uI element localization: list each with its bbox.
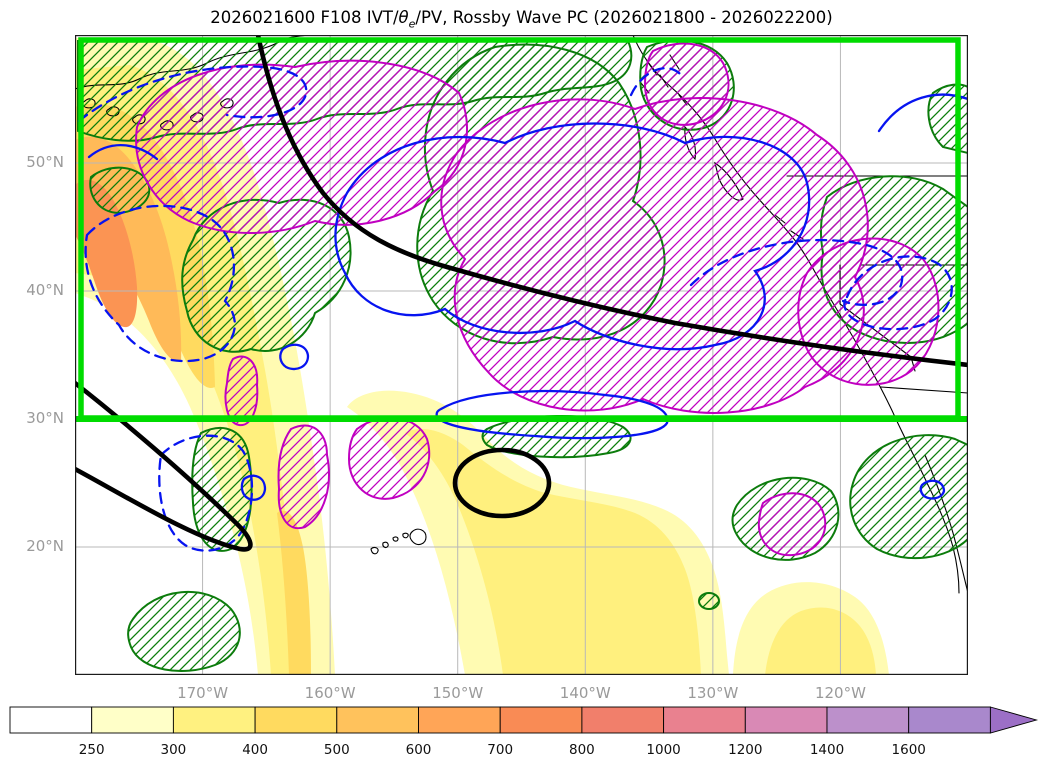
green-hatch-layer-path xyxy=(127,590,241,672)
colorbar-tick-label: 1000 xyxy=(646,742,680,758)
colorbar-tick-label: 300 xyxy=(161,742,187,758)
green-hatch-layer-path xyxy=(89,166,151,215)
colorbar-segment xyxy=(91,706,174,734)
x-tick-label: 130°W xyxy=(687,684,739,702)
magenta-hatch-layer-path xyxy=(277,424,330,530)
blue-dashed-contour-layer-path xyxy=(77,65,308,123)
colorbar-segment xyxy=(254,706,338,734)
colorbar-segment xyxy=(172,706,256,734)
magenta-hatch-layer-path xyxy=(797,237,940,386)
colorbar: 250 300 400 500 600 700 800 1000 1200 1400 1600 xyxy=(9,706,1039,758)
colorbar-segment xyxy=(418,706,501,734)
colorbar-tick-label: 250 xyxy=(79,742,105,758)
y-tick-label: 20°N xyxy=(26,537,64,555)
rossby-pc-highlight-box xyxy=(75,37,968,422)
y-tick-label: 50°N xyxy=(26,153,64,171)
y-tick-label: 30°N xyxy=(26,409,64,427)
y-tick-label: 40°N xyxy=(26,281,64,299)
colorbar-tick-label: 1400 xyxy=(810,742,844,758)
green-hatch-layer-path xyxy=(849,434,968,560)
magenta-hatch-layer-path xyxy=(440,96,869,414)
x-tick-label: 120°W xyxy=(814,684,866,702)
title-theta-subscript: e xyxy=(408,17,416,31)
ivt-shading-layer-path xyxy=(75,179,138,328)
title-prefix: 2026021600 F108 IVT/ xyxy=(210,8,399,27)
colorbar-segment xyxy=(9,706,93,734)
blue-contour-layer-path xyxy=(279,343,310,371)
colorbar-tick-label: 600 xyxy=(406,742,432,758)
colorbar-tick-label: 1200 xyxy=(728,742,762,758)
colorbar-tick-label: 400 xyxy=(242,742,268,758)
black-contour-layer xyxy=(75,35,968,552)
map-canvas xyxy=(75,35,968,675)
colorbar-segment xyxy=(826,706,910,734)
colorbar-segment xyxy=(581,706,665,734)
x-tick-label: 160°W xyxy=(304,684,356,702)
colorbar-segment xyxy=(663,706,746,734)
colorbar-segment xyxy=(744,706,828,734)
colorbar-segment xyxy=(908,706,991,734)
colorbar-segment xyxy=(499,706,583,734)
colorbar-tick-label: 800 xyxy=(569,742,595,758)
blue-dashed-contour-layer-path xyxy=(843,255,953,331)
green-hatch-layer-path xyxy=(697,592,721,610)
colorbar-tick-label: 1600 xyxy=(892,742,926,758)
black-jet-contour xyxy=(255,35,968,368)
colorbar-tick-label: 500 xyxy=(324,742,350,758)
chart-title: 2026021600 F108 IVT/θe/PV, Rossby Wave P… xyxy=(75,8,968,30)
title-theta-symbol: θ xyxy=(398,8,409,27)
black-oval-contour xyxy=(452,447,552,519)
blue-contour-layer-path xyxy=(87,144,159,161)
ivt-shading-layer-path xyxy=(765,607,876,675)
map-plot xyxy=(75,35,968,675)
black-southwest-contour xyxy=(75,380,253,552)
colorbar-tick-label: 700 xyxy=(487,742,513,758)
magenta-hatch-layer-path xyxy=(224,355,259,427)
magenta-hatch-layer-path xyxy=(757,492,827,557)
ivt-shading-layer-path xyxy=(277,510,311,675)
x-tick-label: 170°W xyxy=(177,684,229,702)
coastlines-layer-path xyxy=(880,386,968,394)
blue-contour-layer-path xyxy=(334,122,811,351)
magenta-hatch-layer xyxy=(135,42,940,557)
colorbar-segment xyxy=(336,706,419,734)
blue-dashed-contour-layer-path xyxy=(689,238,904,307)
x-tick-label: 150°W xyxy=(432,684,484,702)
blue-contour-layer-path xyxy=(240,474,267,501)
plot-frame xyxy=(75,35,968,675)
magenta-hatch-layer-path xyxy=(135,59,468,234)
title-suffix: /PV, Rossby Wave PC (2026021800 - 202602… xyxy=(415,8,833,27)
blue-contour-layer-path xyxy=(919,479,946,500)
ivt-shading-layer-path xyxy=(405,429,701,675)
magenta-hatch-layer-path xyxy=(643,42,730,126)
coastlines-layer-path xyxy=(370,528,427,555)
x-tick-label: 140°W xyxy=(559,684,611,702)
blue-dashed-contour-layer-path xyxy=(629,67,683,97)
blue-dashed-contour-layer-path xyxy=(84,204,236,363)
colorbar-extend-arrow xyxy=(989,706,1039,734)
